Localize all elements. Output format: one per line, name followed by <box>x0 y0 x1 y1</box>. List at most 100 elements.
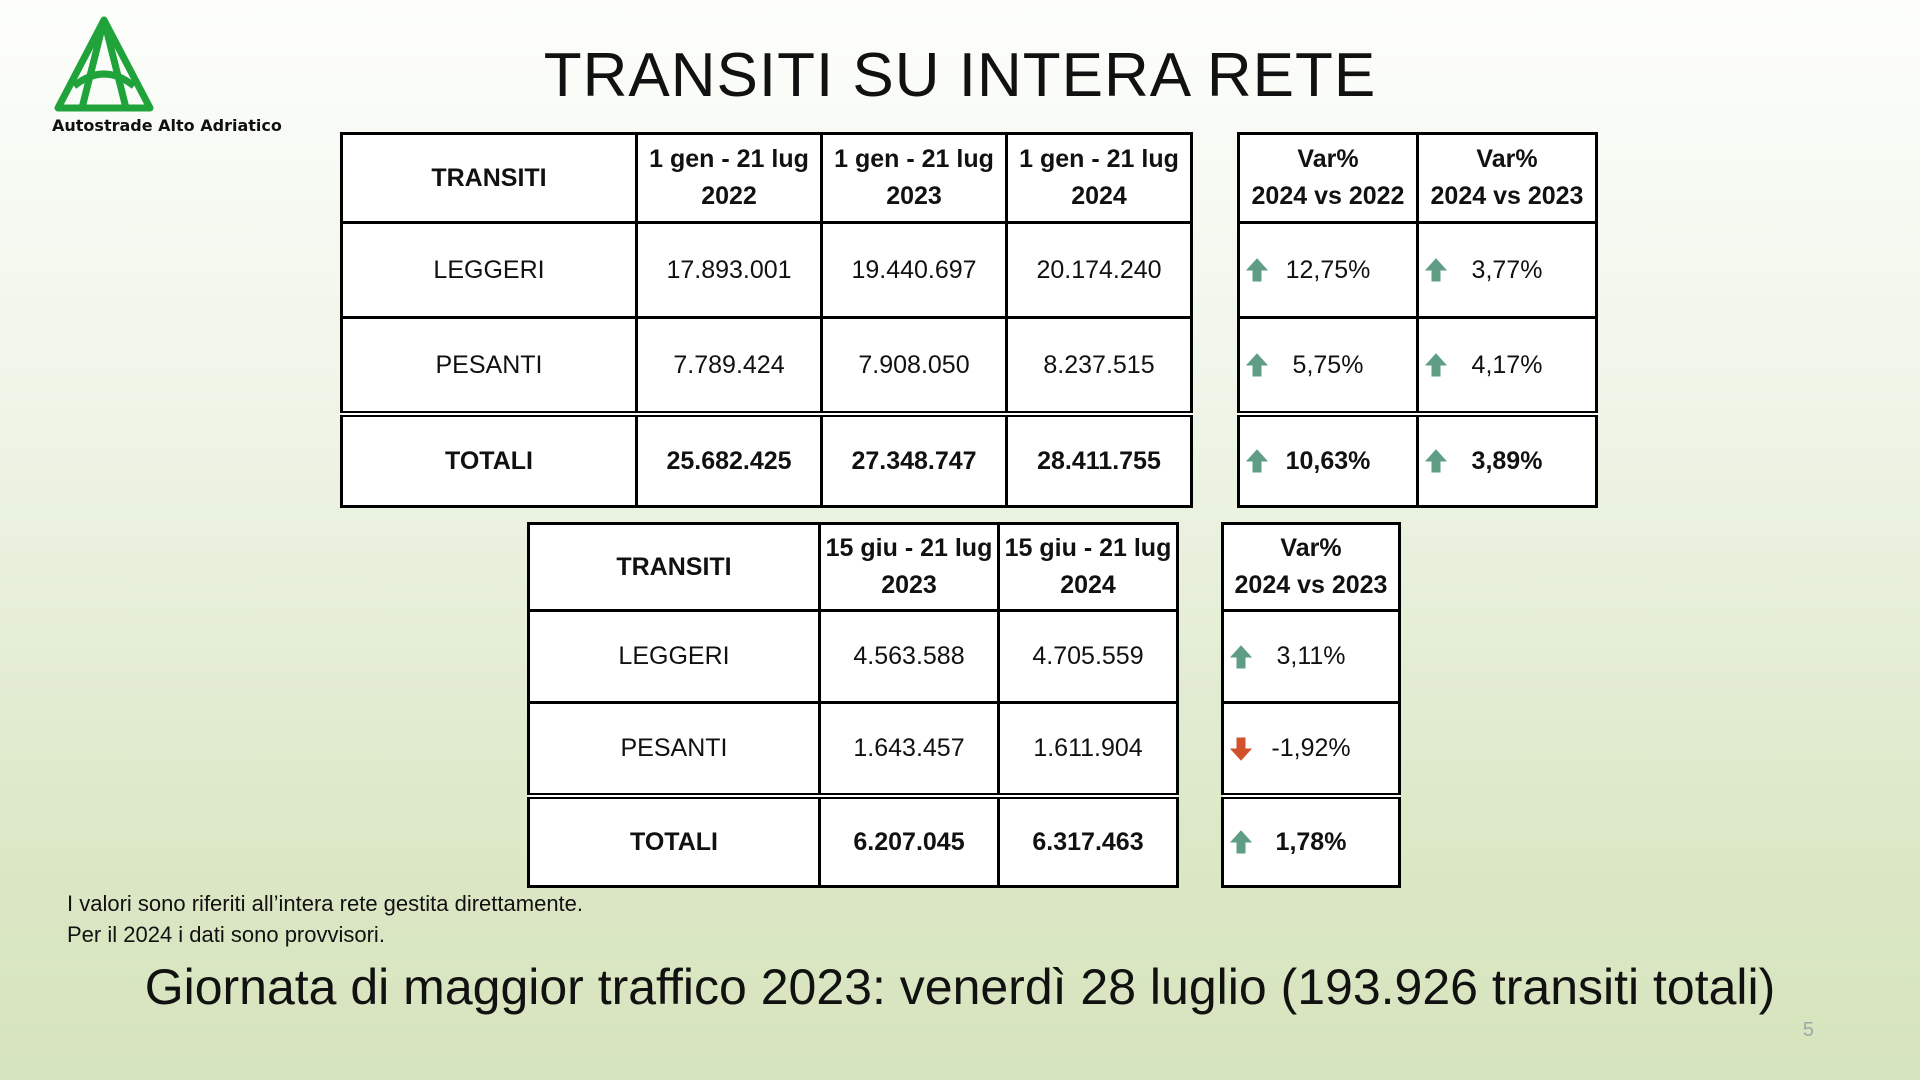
cell-value: 7.908.050 <box>820 316 1008 416</box>
cell-value: 1.611.904 <box>997 701 1179 798</box>
var-value: 4,17% <box>1471 350 1543 379</box>
header-period-2023: 15 giu - 21 lug 2023 <box>818 522 1000 612</box>
column-gap <box>1192 223 1239 318</box>
var-value: 3,89% <box>1471 446 1543 475</box>
page-title: TRANSITI SU INTERA RETE <box>543 41 1377 110</box>
peak-day-statement: Giornata di maggior traffico 2023: vener… <box>144 959 1776 1015</box>
cell-value: 25.682.425 <box>635 411 823 508</box>
var-value: 10,63% <box>1285 446 1371 475</box>
cell-value: 1.643.457 <box>818 701 1000 798</box>
page-number: 5 <box>1802 1019 1814 1041</box>
arrow-up-icon <box>1424 353 1448 377</box>
footnote-line: Per il 2024 i dati sono provvisori. <box>67 922 385 947</box>
cell-var: 3,77% <box>1416 221 1598 319</box>
cell-value: 17.893.001 <box>635 221 823 319</box>
logo-text: Autostrade Alto Adriatico <box>52 116 282 135</box>
cell-var: 1,78% <box>1221 793 1401 888</box>
table-header-row: TRANSITI 1 gen - 21 lug 2022 1 gen - 21 l… <box>340 132 1598 224</box>
company-logo: Autostrade Alto Adriatico <box>52 16 292 135</box>
row-label: LEGGERI <box>340 221 638 319</box>
header-year: 2024 <box>1060 571 1116 599</box>
table-total-row: TOTALI 6.207.045 6.317.463 1,78% <box>527 793 1401 888</box>
header-transiti: TRANSITI <box>340 132 638 224</box>
var-value: 5,75% <box>1292 350 1364 379</box>
header-var-label: Var% <box>1280 534 1342 562</box>
cell-var: 3,89% <box>1416 411 1598 508</box>
table-row: PESANTI 1.643.457 1.611.904 -1,92% <box>527 701 1401 798</box>
column-gap <box>1192 134 1239 223</box>
row-label: LEGGERI <box>527 609 821 704</box>
var-value: 3,11% <box>1276 642 1346 670</box>
header-period-label: 1 gen - 21 lug <box>1019 145 1179 173</box>
cell-var: -1,92% <box>1221 701 1401 798</box>
cell-value: 6.207.045 <box>818 793 1000 888</box>
arrow-up-icon <box>1245 353 1269 377</box>
header-year: 2022 <box>701 182 757 210</box>
arrow-up-icon <box>1229 830 1253 854</box>
cell-value: 28.411.755 <box>1005 411 1193 508</box>
header-period-2024: 1 gen - 21 lug 2024 <box>1005 132 1193 224</box>
header-var-label: Var% <box>1297 145 1359 173</box>
header-period-label: 15 giu - 21 lug <box>1004 534 1172 562</box>
header-year: 2024 <box>1071 182 1127 210</box>
header-var-2024-2023: Var% 2024 vs 2023 <box>1416 132 1598 224</box>
header-period-label: 1 gen - 21 lug <box>834 145 994 173</box>
header-period-label: 1 gen - 21 lug <box>649 145 809 173</box>
header-period-2023: 1 gen - 21 lug 2023 <box>820 132 1008 224</box>
column-gap <box>1178 703 1223 797</box>
cell-value: 4.563.588 <box>818 609 1000 704</box>
column-gap <box>1192 414 1239 507</box>
header-var-label: Var% <box>1476 145 1538 173</box>
header-transiti: TRANSITI <box>527 522 821 612</box>
arrow-down-icon <box>1229 737 1253 761</box>
table-full-period: TRANSITI 1 gen - 21 lug 2022 1 gen - 21 l… <box>340 132 1598 508</box>
arrow-up-icon <box>1245 449 1269 473</box>
arrow-up-icon <box>1424 449 1448 473</box>
var-value: -1,92% <box>1271 734 1351 762</box>
row-label: TOTALI <box>527 793 821 888</box>
header-var-compare: 2024 vs 2023 <box>1430 182 1584 210</box>
header-period-2024: 15 giu - 21 lug 2024 <box>997 522 1179 612</box>
footnote-line: I valori sono riferiti all’intera rete g… <box>67 891 584 916</box>
table-header-row: TRANSITI 15 giu - 21 lug 2023 15 giu - 21… <box>527 522 1401 612</box>
table-total-row: TOTALI 25.682.425 27.348.747 28.411.755 … <box>340 411 1598 508</box>
column-gap <box>1192 318 1239 415</box>
arrow-up-icon <box>1229 644 1253 669</box>
cell-value: 8.237.515 <box>1005 316 1193 416</box>
header-var-2024-2022: Var% 2024 vs 2022 <box>1237 132 1419 224</box>
header-var-compare: 2024 vs 2022 <box>1251 182 1405 210</box>
arrow-up-icon <box>1245 258 1269 282</box>
footnote: I valori sono riferiti all’intera rete g… <box>67 888 583 950</box>
arrow-up-icon <box>1424 258 1448 282</box>
header-year: 2023 <box>886 182 942 210</box>
cell-value: 20.174.240 <box>1005 221 1193 319</box>
table-row: PESANTI 7.789.424 7.908.050 8.237.515 5,… <box>340 316 1598 416</box>
column-gap <box>1178 796 1223 887</box>
cell-value: 19.440.697 <box>820 221 1008 319</box>
header-year: 2023 <box>881 571 937 599</box>
var-value: 12,75% <box>1285 255 1371 284</box>
var-value: 3,77% <box>1471 255 1543 284</box>
row-label: PESANTI <box>527 701 821 798</box>
cell-var: 10,63% <box>1237 411 1419 508</box>
cell-value: 4.705.559 <box>997 609 1179 704</box>
cell-var: 12,75% <box>1237 221 1419 319</box>
row-label: TOTALI <box>340 411 638 508</box>
logo-mark-icon <box>54 16 154 112</box>
table-row: LEGGERI 4.563.588 4.705.559 3,11% <box>527 609 1401 704</box>
cell-value: 7.789.424 <box>635 316 823 416</box>
header-var-compare: 2024 vs 2023 <box>1234 571 1388 599</box>
cell-var: 5,75% <box>1237 316 1419 416</box>
header-period-label: 15 giu - 21 lug <box>825 534 993 562</box>
cell-var: 4,17% <box>1416 316 1598 416</box>
row-label: PESANTI <box>340 316 638 416</box>
header-period-2022: 1 gen - 21 lug 2022 <box>635 132 823 224</box>
cell-value: 27.348.747 <box>820 411 1008 508</box>
cell-var: 3,11% <box>1221 609 1401 704</box>
cell-value: 6.317.463 <box>997 793 1179 888</box>
table-row: LEGGERI 17.893.001 19.440.697 20.174.240… <box>340 221 1598 319</box>
header-var-2024-2023: Var% 2024 vs 2023 <box>1221 522 1401 612</box>
column-gap <box>1178 611 1223 703</box>
table-summer-period: TRANSITI 15 giu - 21 lug 2023 15 giu - 21… <box>527 522 1401 888</box>
var-value: 1,78% <box>1275 827 1347 856</box>
